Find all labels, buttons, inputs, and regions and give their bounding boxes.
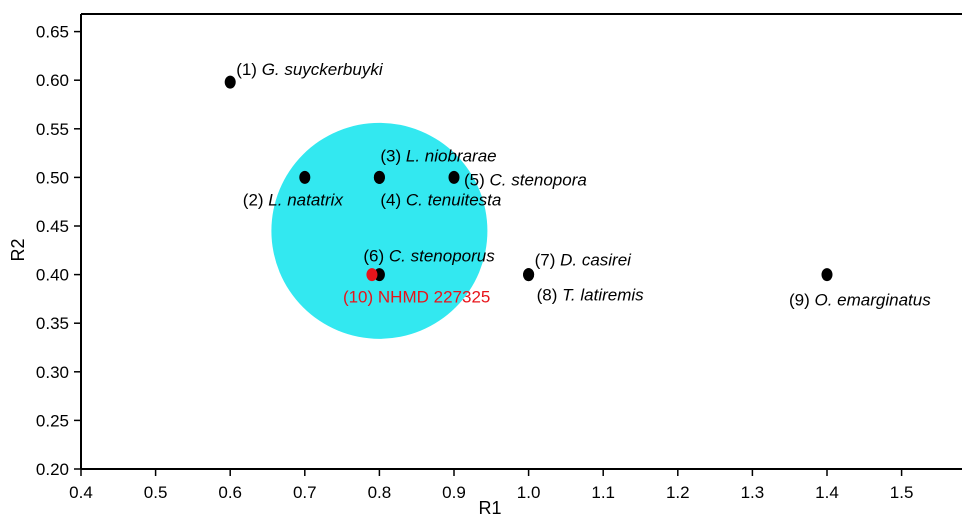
point-label-name: D. casirei: [560, 251, 632, 270]
point-label-name: O. emarginatus: [815, 291, 932, 310]
data-point: [821, 268, 833, 282]
data-point: [224, 75, 236, 89]
point-label-id: (2): [243, 190, 268, 209]
ticks: 0.4 0.5 0.6 0.7 0.8 0.9 1.0 1.1 1.2 1.3 1.4 1.5 0.20…: [36, 23, 914, 502]
x-tick-label: 1.0: [517, 483, 541, 502]
highlight-circle: [271, 122, 488, 339]
x-tick-label: 0.5: [144, 483, 168, 502]
point-label: (8) T. latiremis: [537, 286, 645, 305]
data-point: [366, 268, 378, 282]
x-tick-label: 0.9: [442, 483, 466, 502]
point-label: (9) O. emarginatus: [789, 291, 931, 310]
x-axis-title: R1: [478, 498, 501, 517]
point-label-id: (5): [464, 170, 490, 189]
point-label-id: (1): [236, 60, 262, 79]
data-points: [224, 75, 833, 282]
point-label-id: (3): [380, 146, 406, 165]
y-axis-title: R2: [8, 238, 28, 261]
point-label-name: C. stenopora: [490, 170, 587, 189]
point-label-name: C. tenuitesta: [406, 190, 501, 209]
point-label-name: NHMD 227325: [378, 288, 490, 307]
point-label: (6) C. stenoporus: [363, 247, 495, 266]
point-label: (4) C. tenuitesta: [380, 190, 501, 209]
data-point: [448, 170, 460, 184]
y-tick-label: 0.20: [36, 460, 69, 479]
y-tick-label: 0.65: [36, 23, 69, 42]
axes: [80, 13, 962, 470]
y-tick-label: 0.50: [36, 168, 69, 187]
point-label-name: G. suyckerbuyki: [262, 60, 384, 79]
point-label-name: C. stenoporus: [389, 247, 495, 266]
y-tick-label: 0.45: [36, 217, 69, 236]
point-label: (7) D. casirei: [535, 251, 633, 270]
point-label-id: (10): [343, 288, 378, 307]
point-label-id: (9): [789, 291, 815, 310]
point-label-id: (7): [535, 251, 561, 270]
x-tick-label: 0.7: [293, 483, 317, 502]
point-label: (2) L. natatrix: [243, 190, 344, 209]
y-tick-label: 0.55: [36, 120, 69, 139]
y-tick-label: 0.25: [36, 411, 69, 430]
x-tick-label: 1.4: [815, 483, 839, 502]
point-label: (3) L. niobrarae: [380, 146, 496, 165]
y-tick-label: 0.35: [36, 314, 69, 333]
point-label-id: (4): [380, 190, 406, 209]
x-tick-label: 0.4: [69, 483, 93, 502]
point-label-id: (8): [537, 286, 563, 305]
point-label-name: L. niobrarae: [406, 146, 497, 165]
x-tick-label: 1.1: [591, 483, 615, 502]
x-tick-label: 0.6: [218, 483, 242, 502]
y-tick-label: 0.60: [36, 71, 69, 90]
point-label: (1) G. suyckerbuyki: [236, 60, 384, 79]
highlight-region-layer: [271, 122, 488, 339]
point-label: (5) C. stenopora: [464, 170, 587, 189]
data-point: [299, 170, 311, 184]
x-tick-label: 0.8: [368, 483, 392, 502]
point-label-id: (6): [363, 247, 389, 266]
y-tick-label: 0.40: [36, 266, 69, 285]
y-tick-label: 0.30: [36, 363, 69, 382]
x-tick-label: 1.5: [890, 483, 914, 502]
data-point: [523, 268, 535, 282]
x-tick-label: 1.3: [741, 483, 765, 502]
point-labels: (1) G. suyckerbuyki (2) L. natatrix (3) L.…: [236, 60, 931, 309]
point-label-name: L. natatrix: [268, 190, 343, 209]
data-point: [373, 170, 385, 184]
point-label: (10) NHMD 227325: [343, 288, 490, 307]
x-tick-label: 1.2: [666, 483, 690, 502]
point-label-name: T. latiremis: [562, 286, 644, 305]
